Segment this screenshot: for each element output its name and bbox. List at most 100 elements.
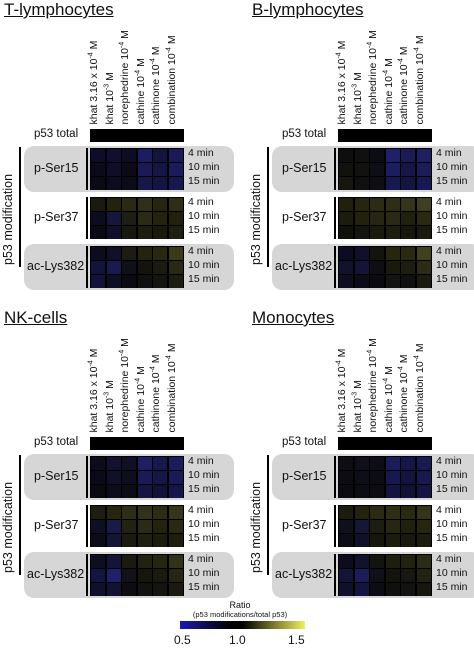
heatmap-cell xyxy=(122,212,136,225)
time-label: 4 min xyxy=(436,245,462,257)
heatmap-cell xyxy=(106,275,121,288)
condition-label: norephedrine 10-4 M xyxy=(117,338,132,432)
heatmap-cell xyxy=(122,275,136,288)
condition-exponent: -4 xyxy=(382,69,389,76)
condition-exponent: -4 xyxy=(366,349,374,356)
heatmap-cell xyxy=(339,555,353,568)
p53-total-bar xyxy=(338,437,432,450)
condition-unit: M xyxy=(367,29,379,42)
heatmap-cell xyxy=(370,261,384,274)
time-label: 10 min xyxy=(436,518,468,530)
heatmap-cell xyxy=(370,485,384,498)
heatmap-cell xyxy=(339,247,353,260)
heatmap-cell xyxy=(153,506,167,519)
heatmap-cell xyxy=(354,226,369,239)
condition-exponent: -4 xyxy=(134,377,141,384)
heatmap-cell xyxy=(354,569,369,582)
time-label: 10 min xyxy=(188,567,220,579)
heatmap-cell xyxy=(106,485,121,498)
heatmap-cell xyxy=(106,198,121,211)
condition-label: cathinone 10-4 M xyxy=(148,354,163,432)
condition-unit: M xyxy=(398,353,410,366)
heatmap-cell xyxy=(122,534,136,547)
heatmap-cell xyxy=(153,177,167,190)
condition-base: khat 10 xyxy=(103,397,116,432)
condition-label: khat 10-3 M xyxy=(101,72,116,124)
heatmap-cell xyxy=(91,177,105,190)
time-label: 15 min xyxy=(436,273,468,285)
condition-base: cathinone 10 xyxy=(150,371,162,432)
heatmap-cell xyxy=(168,583,183,596)
modification-label-lys382: ac-Lys382 xyxy=(275,567,333,581)
time-label: 15 min xyxy=(188,175,220,187)
heatmap-cell xyxy=(339,226,353,239)
colorbar-legend: Ratio (p53 modifications/total p53) 0.5 … xyxy=(160,600,320,655)
heatmap-cell xyxy=(91,534,105,547)
condition-exponent: -4 xyxy=(118,349,126,356)
heatmap-cell xyxy=(416,247,431,260)
group-separator xyxy=(86,246,88,288)
modification-label-ser37: p-Ser37 xyxy=(34,518,79,532)
modification-bracket xyxy=(19,455,21,575)
modification-bracket xyxy=(267,455,269,575)
heatmap-cell xyxy=(339,163,353,176)
heatmap-cell xyxy=(416,534,431,547)
heatmap-cell xyxy=(153,149,167,162)
condition-unit: M xyxy=(367,337,379,350)
colorbar-subtitle: (p53 modifications/total p53) xyxy=(192,610,288,619)
colorbar-gradient xyxy=(180,621,305,629)
heatmap-cell xyxy=(339,520,353,533)
p53-total-bar xyxy=(90,437,184,450)
heatmap-cell xyxy=(168,471,183,484)
colorbar-tick-high: 1.5 xyxy=(288,633,305,647)
heatmap-cell xyxy=(401,275,415,288)
heatmap-cell xyxy=(370,471,384,484)
condition-label: khat 10-3 M xyxy=(101,380,116,432)
heatmap-cell xyxy=(91,555,105,568)
time-label: 15 min xyxy=(436,483,468,495)
heatmap-cell xyxy=(137,555,152,568)
time-label: 4 min xyxy=(436,196,462,208)
heatmap-cell xyxy=(339,506,353,519)
heatmap-cell xyxy=(354,247,369,260)
condition-label: norephedrine 10-4 M xyxy=(117,30,132,124)
time-label: 15 min xyxy=(436,224,468,236)
heatmap-cell xyxy=(122,506,136,519)
condition-unit: M xyxy=(134,57,147,70)
heatmap-cell xyxy=(91,471,105,484)
heatmap-cell xyxy=(137,534,152,547)
heatmap-cell xyxy=(385,534,400,547)
condition-label: cathinone 10-4 M xyxy=(148,46,163,124)
heatmap-cell xyxy=(401,555,415,568)
heatmap-cell xyxy=(416,177,431,190)
heatmap-cell xyxy=(354,485,369,498)
heatmap-cell xyxy=(385,457,400,470)
p53-total-bar xyxy=(338,129,432,142)
heatmap-cell xyxy=(370,163,384,176)
heatmap-cell xyxy=(416,163,431,176)
heatmap-cell xyxy=(137,212,152,225)
heatmap-cell xyxy=(416,471,431,484)
heatmap-cell xyxy=(416,457,431,470)
p53-modification-label: p53 modification xyxy=(249,173,263,265)
condition-base: cathinone 10 xyxy=(398,371,410,432)
heatmap-cell xyxy=(137,583,152,596)
heatmap-cell xyxy=(385,506,400,519)
condition-unit: M xyxy=(103,71,116,84)
condition-base: combination 10 xyxy=(165,360,178,432)
heatmap-cell xyxy=(91,198,105,211)
heatmap-cell xyxy=(401,163,415,176)
p53-modification-label: p53 modification xyxy=(1,481,15,573)
heatmap-cell xyxy=(339,198,353,211)
condition-base: cathine 10 xyxy=(382,75,395,124)
condition-label: cathinone 10-4 M xyxy=(396,46,411,124)
heatmap-cell xyxy=(370,457,384,470)
condition-base: khat 3.16 x 10 xyxy=(88,366,100,432)
heatmap-cell xyxy=(168,212,183,225)
heatmap-cell xyxy=(401,506,415,519)
time-label: 10 min xyxy=(436,161,468,173)
heatmap-cell xyxy=(153,198,167,211)
condition-unit: M xyxy=(88,40,100,52)
